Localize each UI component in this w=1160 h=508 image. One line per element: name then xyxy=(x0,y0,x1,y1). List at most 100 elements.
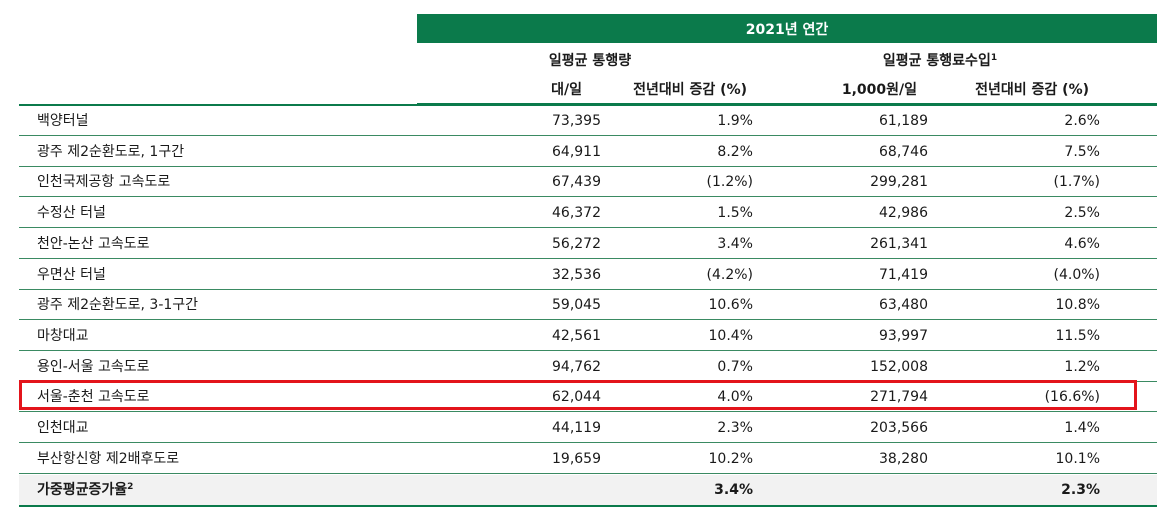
row-traffic: 44,119 xyxy=(552,420,601,436)
row-name: 광주 제2순환도로, 3-1구간 xyxy=(37,297,199,314)
row-revenue: 38,280 xyxy=(879,450,928,467)
table-row: 인천국제공항 고속도로 67,439 (1.2%) 299,281 (1.7%) xyxy=(19,167,1157,198)
row-traffic-yoy: (1.2%) xyxy=(706,174,754,191)
row-divider xyxy=(19,349,1157,351)
traffic-group-header: 일평균 통행량 xyxy=(548,53,632,69)
row-divider xyxy=(19,135,1157,136)
row-traffic: 32,536 xyxy=(552,266,601,283)
header-bottom-rule xyxy=(19,104,1157,106)
row-traffic: 67,439 xyxy=(552,174,601,191)
row-divider xyxy=(19,227,1157,229)
table-row: 서울-춘천 고속도로 62,044 4.0% 271,794 (16.6%) xyxy=(19,382,1157,413)
row-revenue: 68,746 xyxy=(879,143,928,160)
row-traffic-yoy: 10.6% xyxy=(708,297,753,314)
row-traffic: 59,045 xyxy=(552,297,601,314)
row-revenue-yoy: (1.7%) xyxy=(1053,174,1101,191)
row-revenue-yoy: 10.1% xyxy=(1055,450,1100,467)
row-revenue: 61,189 xyxy=(879,113,928,129)
table-row: 우면산 터널 32,536 (4.2%) 71,419 (4.0%) xyxy=(19,260,1157,290)
row-traffic-yoy: 10.4% xyxy=(708,327,753,344)
row-traffic-yoy: 2.3% xyxy=(717,420,753,436)
row-divider xyxy=(19,411,1157,413)
row-revenue-yoy: 1.2% xyxy=(1064,358,1100,375)
row-name: 광주 제2순환도로, 1구간 xyxy=(37,143,185,160)
row-name: 인천대교 xyxy=(37,420,89,436)
period-header: 2021년 연간 xyxy=(417,14,1157,43)
row-revenue-yoy: 2.6% xyxy=(1064,113,1100,129)
row-name: 마창대교 xyxy=(37,327,89,344)
row-revenue: 203,566 xyxy=(870,420,928,436)
row-name: 우면산 터널 xyxy=(37,266,106,283)
table-bottom-rule xyxy=(19,505,1157,507)
row-name: 서울-춘천 고속도로 xyxy=(37,389,150,406)
revenue-unit-header: 1,000원/일 xyxy=(841,82,917,98)
row-traffic: 62,044 xyxy=(552,389,601,406)
row-traffic-yoy: 0.7% xyxy=(717,358,753,375)
row-revenue-yoy: 7.5% xyxy=(1064,143,1100,160)
traffic-yoy-header: 전년대비 증감 (%) xyxy=(633,82,747,98)
row-traffic-yoy: 1.9% xyxy=(717,113,753,129)
row-revenue: 71,419 xyxy=(879,266,928,283)
row-traffic: 94,762 xyxy=(552,358,601,375)
row-revenue: 271,794 xyxy=(870,389,928,406)
row-revenue: 299,281 xyxy=(870,174,928,191)
row-name: 천안-논산 고속도로 xyxy=(37,235,150,252)
row-revenue: 261,341 xyxy=(870,235,928,252)
period-label: 2021년 연간 xyxy=(745,21,829,38)
table-row: 광주 제2순환도로, 3-1구간 59,045 10.6% 63,480 10.8% xyxy=(19,290,1157,321)
row-traffic: 64,911 xyxy=(552,143,601,160)
row-divider xyxy=(19,257,1157,259)
row-divider xyxy=(19,319,1157,321)
table-row: 용인-서울 고속도로 94,762 0.7% 152,008 1.2% xyxy=(19,352,1157,382)
row-traffic-yoy: 10.2% xyxy=(708,450,753,467)
total-footnote-mark: 2 xyxy=(127,482,134,492)
row-divider xyxy=(19,196,1157,198)
table-row: 광주 제2순환도로, 1구간 64,911 8.2% 68,746 7.5% xyxy=(19,137,1157,167)
row-revenue-yoy: 11.5% xyxy=(1055,327,1100,344)
row-revenue-yoy: (4.0%) xyxy=(1053,266,1101,283)
row-name: 용인-서울 고속도로 xyxy=(37,358,150,375)
revenue-yoy-header: 전년대비 증감 (%) xyxy=(975,82,1089,98)
header-divider xyxy=(417,103,1157,104)
total-traffic-yoy: 3.4% xyxy=(714,482,753,498)
table-row: 수정산 터널 46,372 1.5% 42,986 2.5% xyxy=(19,198,1157,229)
row-name: 수정산 터널 xyxy=(37,205,106,222)
row-traffic: 46,372 xyxy=(552,205,601,222)
row-traffic-yoy: (4.2%) xyxy=(706,266,754,283)
total-row: 가중평균증가율2 3.4% 2.3% xyxy=(19,475,1157,505)
row-traffic: 19,659 xyxy=(552,450,601,467)
row-traffic: 42,561 xyxy=(552,327,601,344)
row-name: 부산항신항 제2배후도로 xyxy=(37,450,180,467)
row-revenue-yoy: (16.6%) xyxy=(1044,389,1100,406)
revenue-group-header: 일평균 통행료수입1 xyxy=(882,53,998,69)
table-row: 천안-논산 고속도로 56,272 3.4% 261,341 4.6% xyxy=(19,229,1157,259)
row-revenue: 63,480 xyxy=(879,297,928,314)
row-divider xyxy=(19,442,1157,443)
row-divider xyxy=(19,288,1157,290)
row-revenue-yoy: 1.4% xyxy=(1064,420,1100,436)
row-traffic: 56,272 xyxy=(552,235,601,252)
row-traffic: 73,395 xyxy=(552,113,601,129)
revenue-footnote-mark: 1 xyxy=(990,53,998,63)
table-row: 마창대교 42,561 10.4% 93,997 11.5% xyxy=(19,321,1157,351)
row-revenue: 93,997 xyxy=(879,327,928,344)
row-revenue-yoy: 10.8% xyxy=(1055,297,1100,314)
traffic-unit-header: 대/일 xyxy=(551,82,582,98)
row-revenue-yoy: 4.6% xyxy=(1064,235,1100,252)
row-traffic-yoy: 1.5% xyxy=(717,205,753,222)
row-divider xyxy=(19,165,1157,167)
row-revenue: 152,008 xyxy=(870,358,928,375)
row-name: 백양터널 xyxy=(37,113,89,129)
row-traffic-yoy: 3.4% xyxy=(717,235,753,252)
table-row: 백양터널 73,395 1.9% 61,189 2.6% xyxy=(19,106,1157,136)
row-divider xyxy=(19,472,1157,474)
row-revenue-yoy: 2.5% xyxy=(1064,205,1100,222)
row-traffic-yoy: 8.2% xyxy=(717,143,753,160)
total-label: 가중평균증가율2 xyxy=(37,482,134,498)
row-name: 인천국제공항 고속도로 xyxy=(37,174,171,191)
row-traffic-yoy: 4.0% xyxy=(717,389,753,406)
total-revenue-yoy: 2.3% xyxy=(1061,482,1100,498)
row-revenue: 42,986 xyxy=(879,205,928,222)
table-row: 인천대교 44,119 2.3% 203,566 1.4% xyxy=(19,413,1157,443)
table-row: 부산항신항 제2배후도로 19,659 10.2% 38,280 10.1% xyxy=(19,444,1157,474)
